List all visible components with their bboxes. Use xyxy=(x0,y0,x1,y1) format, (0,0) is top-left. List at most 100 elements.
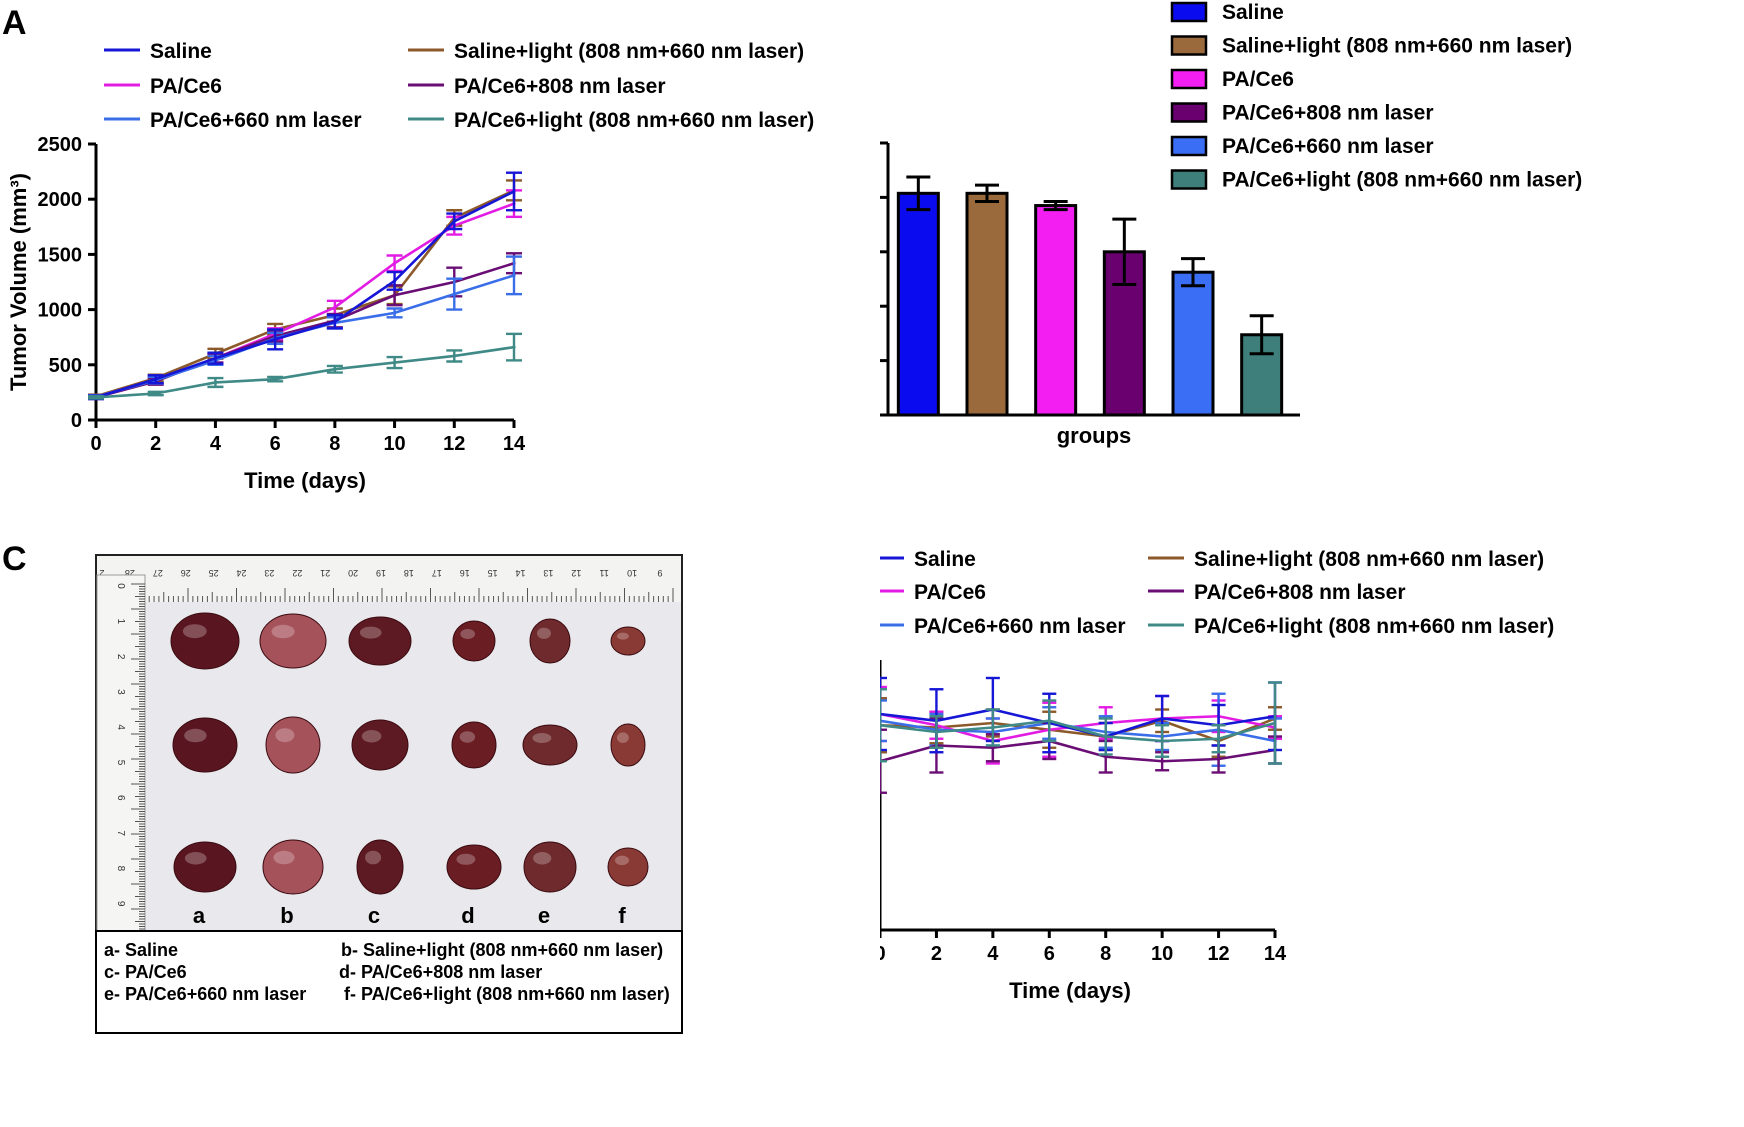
series-line xyxy=(880,719,1276,743)
x-tick-label: 10 xyxy=(383,433,405,455)
x-tick-label: 10 xyxy=(1151,943,1173,965)
panel-c-letter: C xyxy=(2,540,27,578)
x-tick-label: 2 xyxy=(931,943,942,965)
tumor-specimen xyxy=(610,723,646,767)
panel-a-line-chart: A Saline PA/Ce6 PA/Ce6+660 nm laser Saline+… xyxy=(2,4,814,493)
tumor-specimen xyxy=(356,839,404,895)
y-tick-label: 500 xyxy=(49,355,82,377)
ruler-left-number: 8 xyxy=(115,866,126,872)
caption-f: f- PA/Ce6+light (808 nm+660 nm laser) xyxy=(344,984,670,1004)
tumor-specimen xyxy=(451,721,497,769)
tumor-grid xyxy=(170,612,649,895)
legend-label-pa-ce6: PA/Ce6 xyxy=(1222,68,1294,91)
ruler-top-number: 15 xyxy=(488,568,498,578)
tumor-highlight xyxy=(616,632,629,640)
data-point xyxy=(333,305,337,309)
tumor-highlight xyxy=(615,855,629,866)
column-letter-e: e xyxy=(538,903,550,928)
series-line xyxy=(95,345,515,399)
data-point xyxy=(991,746,995,750)
tumor-specimen xyxy=(607,847,649,887)
ruler-top-number: 27 xyxy=(153,568,163,578)
ruler-left-number: 1 xyxy=(115,619,126,625)
panel-d-legend: Saline PA/Ce6 PA/Ce6+660 nm laser Saline+li… xyxy=(880,548,1554,638)
x-axis-title: Time (days) xyxy=(244,468,366,493)
panel-b-legend: Saline Saline+light (808 nm+660 nm laser)… xyxy=(1170,1,1582,192)
y-tick-label: 2500 xyxy=(38,134,83,156)
ruler-top-number: 26 xyxy=(181,568,191,578)
data-point xyxy=(392,360,397,365)
bar xyxy=(1171,270,1215,417)
tumor-highlight xyxy=(359,626,382,639)
legend-label-pa-ce6-808-nm-laser: PA/Ce6+808 nm laser xyxy=(1194,581,1406,604)
tumor-specimen xyxy=(348,616,412,666)
ruler-top-number: 9 xyxy=(657,568,662,578)
ruler-top-number: 14 xyxy=(515,568,525,578)
ruler-top-number: 19 xyxy=(376,568,386,578)
x-tick-label: 0 xyxy=(90,433,101,455)
tumor-specimen xyxy=(522,724,578,766)
tumor-highlight xyxy=(459,731,476,743)
data-point xyxy=(452,219,456,223)
tumor-highlight xyxy=(460,629,476,639)
ruler-top-number: 10 xyxy=(627,568,637,578)
legend-swatch-pa-ce6-light-808-nm-660-nm-laser xyxy=(1170,169,1208,190)
series-pa-ce6-light-808-nm-660-nm-laser xyxy=(880,681,1282,765)
x-tick-label: 4 xyxy=(210,433,222,455)
x-tick-label: 4 xyxy=(987,943,999,965)
ruler-top-number: 21 xyxy=(320,568,330,578)
data-point xyxy=(1216,757,1221,761)
ruler-left-number: 0 xyxy=(115,583,126,589)
data-point xyxy=(154,391,158,396)
tumor-specimen xyxy=(351,719,409,771)
data-point xyxy=(512,189,516,194)
data-point xyxy=(512,273,516,277)
tumor-highlight xyxy=(273,850,295,865)
column-letter-a: a xyxy=(193,903,206,928)
x-tick-label: 6 xyxy=(1044,943,1055,965)
column-letter-b: b xyxy=(280,903,293,928)
legend-swatch-pa-ce6-808-nm-laser xyxy=(1170,102,1208,123)
tumor-specimen xyxy=(173,841,237,893)
data-point xyxy=(213,356,218,360)
legend-label-saline-light-808-nm-660-nm-laser: Saline+light (808 nm+660 nm laser) xyxy=(454,40,804,63)
x-tick-label: 8 xyxy=(329,433,340,455)
ruler-top-number: 2 xyxy=(99,568,104,578)
legend-label-pa-ce6-660-nm-laser: PA/Ce6+660 nm laser xyxy=(914,615,1126,638)
x-tick-label: 0 xyxy=(880,943,886,965)
x-tick-label: 12 xyxy=(443,433,465,455)
data-point xyxy=(213,380,218,385)
legend-swatch-pa-ce6 xyxy=(1170,68,1208,90)
column-letter-d: d xyxy=(461,903,474,928)
panel-a-letter: A xyxy=(2,4,27,42)
panel-c-tumor-photo: C 91011121314151617181920212223242526272… xyxy=(2,540,683,1034)
bar xyxy=(896,191,940,417)
ruler-top-number: 16 xyxy=(460,568,470,578)
ruler-left-number: 3 xyxy=(115,689,126,695)
legend-label-pa-ce6-808-nm-laser: PA/Ce6+808 nm laser xyxy=(1222,102,1434,125)
ruler-top-number: 11 xyxy=(600,568,609,578)
tumor-highlight xyxy=(456,853,476,865)
tumor-highlight xyxy=(537,627,551,639)
bar-group-pa-ce6-808-nm-laser xyxy=(1102,217,1146,417)
data-point xyxy=(333,367,337,371)
ruler-left-number: 5 xyxy=(115,760,126,766)
series-line xyxy=(95,202,515,399)
tumor-column-letters: a b c d e f xyxy=(193,903,626,928)
data-point xyxy=(1273,721,1277,725)
tumor-highlight xyxy=(184,728,207,743)
caption-a: a- Saline xyxy=(104,940,178,960)
y-axis-title: Tumor Volume (mm³) xyxy=(6,173,31,391)
series-line xyxy=(880,739,1276,763)
data-point xyxy=(1047,719,1051,723)
data-point xyxy=(512,345,516,349)
data-point xyxy=(934,730,939,734)
caption-box xyxy=(95,930,683,1034)
x-tick-label: 12 xyxy=(1207,943,1229,965)
column-letter-f: f xyxy=(618,903,626,928)
legend-label-saline: Saline xyxy=(914,548,976,571)
data-point xyxy=(1160,716,1164,721)
series-saline xyxy=(88,171,522,401)
caption-b: b- Saline+light (808 nm+660 nm laser) xyxy=(341,940,663,960)
